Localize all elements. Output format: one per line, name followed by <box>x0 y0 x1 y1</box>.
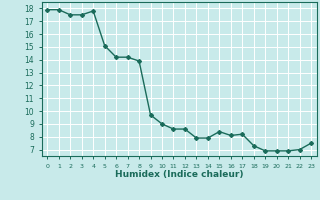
X-axis label: Humidex (Indice chaleur): Humidex (Indice chaleur) <box>115 170 244 179</box>
